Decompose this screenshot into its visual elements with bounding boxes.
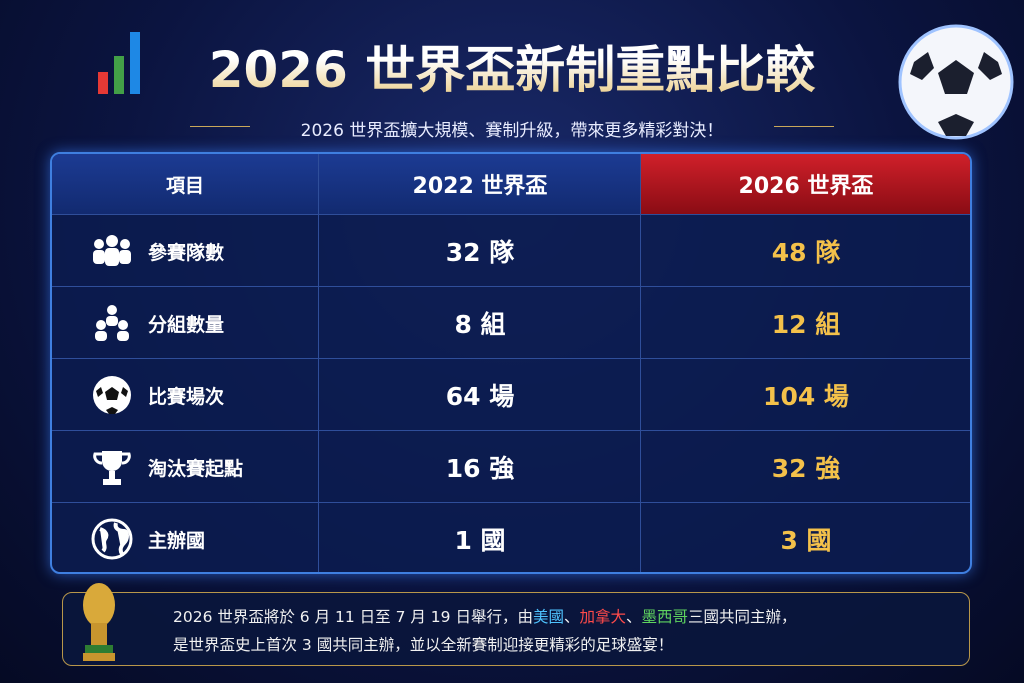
row-label: 分組數量: [148, 313, 225, 336]
value-2022: 1 國: [318, 503, 641, 572]
value-2022: 32 隊: [318, 215, 641, 287]
label-cell: 主辦國: [52, 503, 318, 572]
divider: [190, 126, 250, 127]
table-row: 分組數量 8 組 12 組: [52, 286, 970, 359]
label-cell: 參賽隊數: [52, 215, 318, 287]
table-row: 參賽隊數 32 隊 48 隊: [52, 214, 970, 287]
value-2022: 8 組: [318, 287, 641, 359]
footer: 2026 世界盃將於 6 月 11 日至 7 月 19 日舉行，由美國、加拿大、…: [62, 583, 970, 666]
value-2026: 104 場: [640, 359, 970, 431]
value-2026: 48 隊: [640, 215, 970, 287]
footer-line: 是世界盃史上首次 3 國共同主辦，並以全新賽制迎接更精彩的足球盛宴！: [173, 636, 674, 654]
row-icon: [95, 305, 129, 341]
text: 2026 世界盃將於 6 月 11 日至 7 月 19 日舉行，由: [173, 608, 533, 626]
table: 項目 2022 世界盃 2026 世界盃 參賽隊數 32 隊 48 隊分組數量 8 組…: [50, 152, 972, 574]
row-label: 參賽隊數: [148, 241, 225, 264]
row-icon: [93, 376, 131, 414]
row-label: 比賽場次: [148, 385, 225, 408]
row-icon: [93, 451, 131, 485]
value-2022: 16 強: [318, 431, 641, 503]
text: 三國共同主辦，: [688, 608, 797, 626]
label-cell: 淘汰賽起點: [52, 431, 318, 503]
soccer-ball: [898, 24, 1014, 140]
footer-line: 2026 世界盃將於 6 月 11 日至 7 月 19 日舉行，由美國、加拿大、…: [173, 605, 797, 627]
value-2026: 32 強: [640, 431, 970, 503]
value-2022: 64 場: [318, 359, 641, 431]
label-cell: 比賽場次: [52, 359, 318, 431]
header-cell: 2026 世界盃: [640, 154, 970, 214]
text: 、: [626, 608, 642, 626]
text: 、: [563, 608, 580, 626]
bar-icon: [98, 32, 140, 94]
label-cell: 分組數量: [52, 287, 318, 359]
row-label: 淘汰賽起點: [148, 457, 244, 480]
table-row: 比賽場次 64 場 104 場: [52, 358, 970, 431]
trophy: [83, 583, 115, 661]
row-label: 主辦國: [148, 529, 206, 552]
country: 加拿大: [579, 608, 627, 626]
header-row: 項目 2022 世界盃 2026 世界盃: [52, 154, 970, 214]
subtitle: 2026 世界盃擴大規模、賽制升級，帶來更多精彩對決！: [300, 121, 724, 141]
table-row: 淘汰賽起點 16 強 32 強: [52, 430, 970, 503]
value-2026: 3 國: [640, 503, 970, 572]
title: 2026 世界盃新制重點比較: [0, 30, 1024, 102]
country: 墨西哥: [641, 608, 689, 626]
header-cell: 2022 世界盃: [318, 154, 641, 214]
header-cell: 項目: [165, 174, 204, 197]
row-icon: [93, 235, 131, 266]
divider: [774, 126, 834, 127]
country: 美國: [532, 608, 564, 626]
value-2026: 12 組: [640, 287, 970, 359]
row-icon: [91, 518, 133, 560]
